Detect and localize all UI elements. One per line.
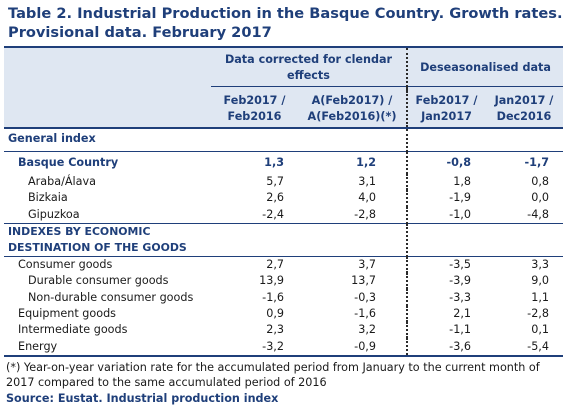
section-row-general: General index [4, 128, 563, 152]
cell-value: 2,6 [266, 191, 284, 205]
empty-cell [211, 128, 298, 152]
table-row: Araba/Álava 5,7 3,1 1,8 0,8 [4, 174, 563, 191]
row-label: Equipment goods [18, 306, 117, 320]
col-header-accumulated: A(Feb2017) / A(Feb2016)(*) [298, 91, 407, 129]
cell-value: 2,7 [266, 258, 284, 272]
col3-text: Feb2017 / Jan2017 [415, 94, 478, 123]
row-label: Energy [4, 338, 211, 357]
table-row: Non-durable consumer goods -1,6 -0,3 -3,… [4, 289, 563, 306]
row-label: Gipuzkoa [4, 206, 211, 224]
cell-value: 0,8 [531, 175, 549, 189]
cell-value: 5,7 [266, 175, 284, 189]
table-row: Durable consumer goods 13,9 13,7 -3,9 9,… [4, 273, 563, 290]
header-corner [4, 46, 211, 91]
footnote: (*) Year-on-year variation rate for the … [6, 361, 540, 389]
cell-value: -3,2 [211, 338, 298, 357]
cell-value: 2,1 [406, 305, 485, 323]
cell-value: -0,8 [406, 151, 485, 174]
empty-cell [211, 223, 298, 257]
cell-value: 3,1 [358, 175, 376, 189]
cell-value: 13,9 [259, 274, 284, 288]
table-row: Gipuzkoa -2,4 -2,8 -1,0 -4,8 [4, 206, 563, 224]
cell-value: 3,2 [358, 323, 376, 337]
cell-value: -0,9 [298, 338, 407, 357]
col-header-feb2017-feb2016: Feb2017 / Feb2016 [211, 91, 298, 129]
table-row: Equipment goods 0,9 -1,6 2,1 -2,8 [4, 305, 563, 323]
cell-value: 9,0 [531, 274, 549, 288]
row-label: Non-durable consumer goods [28, 290, 194, 304]
cell-value: 3,7 [358, 258, 376, 272]
cell-value: -1,0 [406, 206, 485, 224]
cell-value: 0,9 [266, 306, 284, 320]
empty-cell [485, 128, 563, 152]
row-label: Consumer goods [18, 258, 113, 272]
cell-value: -0,3 [354, 290, 376, 304]
col4-text: Jan2017 / Dec2016 [494, 94, 554, 123]
row-label: Durable consumer goods [28, 274, 169, 288]
empty-cell [406, 128, 485, 152]
cell-value: -2,8 [298, 206, 407, 224]
table-row: Consumer goods 2,7 3,7 -3,5 3,3 [4, 256, 563, 274]
header-group-row: Data corrected for clendar effects Desea… [4, 46, 563, 91]
cell-value: -3,3 [406, 289, 485, 306]
cell-value: 4,0 [358, 191, 376, 205]
section-general-index: General index [4, 128, 211, 152]
cell-value: 1,2 [356, 156, 376, 169]
table-row: Energy -3,2 -0,9 -3,6 -5,4 [4, 338, 563, 357]
cell-value: 1,8 [406, 174, 485, 191]
cell-value: -4,8 [485, 206, 563, 224]
section-row-destination: INDEXES BY ECONOMIC DESTINATION OF THE G… [4, 223, 563, 257]
cell-value: 3,3 [531, 258, 549, 272]
cell-value: -1,7 [524, 156, 549, 169]
cell-value: 1,3 [264, 156, 284, 169]
cell-value: -1,9 [406, 190, 485, 207]
row-label: Bizkaia [28, 191, 68, 205]
empty-cell [406, 223, 485, 257]
group-header-calendar: Data corrected for clendar effects [211, 46, 407, 87]
cell-value: -1,6 [262, 290, 284, 304]
cell-value: -5,4 [485, 338, 563, 357]
cell-value: -1,1 [406, 322, 485, 339]
empty-cell [298, 223, 407, 257]
cell-value: -3,5 [406, 256, 485, 274]
header-spacer-2 [406, 86, 563, 91]
cell-value: -3,6 [406, 338, 485, 357]
cell-value: 1,1 [531, 290, 549, 304]
cell-value: -1,6 [354, 306, 376, 320]
header-spacer [211, 86, 407, 91]
cell-value: 0,1 [531, 323, 549, 337]
source-note: Source: Eustat. Industrial production in… [6, 392, 279, 405]
row-label: Basque Country [18, 156, 119, 169]
group-header-deseasonalised: Deseasonalised data [406, 46, 563, 87]
col1-text: Feb2017 / Feb2016 [223, 94, 286, 123]
row-label: Araba/Álava [28, 175, 96, 189]
header-column-row: Feb2017 / Feb2016 A(Feb2017) / A(Feb2016… [4, 91, 563, 129]
table-title: Table 2. Industrial Production in the Ba… [8, 5, 563, 41]
table-row: Intermediate goods 2,3 3,2 -1,1 0,1 [4, 322, 563, 339]
table-row: Bizkaia 2,6 4,0 -1,9 0,0 [4, 190, 563, 207]
table-row: Basque Country 1,3 1,2 -0,8 -1,7 [4, 151, 563, 174]
cell-value: 2,3 [266, 323, 284, 337]
growth-rates-table: Data corrected for clendar effects Desea… [4, 46, 563, 357]
cell-value: -3,9 [406, 273, 485, 290]
cell-value: 13,7 [351, 274, 376, 288]
row-label: Intermediate goods [18, 323, 128, 337]
col2-text: A(Feb2017) / A(Feb2016)(*) [307, 94, 397, 123]
header-blank [4, 91, 211, 129]
header-spacer-row [4, 86, 563, 91]
cell-value: -2,4 [211, 206, 298, 224]
col-header-jan2017-dec2016: Jan2017 / Dec2016 [485, 91, 563, 129]
cell-value: -2,8 [527, 306, 549, 320]
cell-value: 0,0 [531, 191, 549, 205]
empty-cell [485, 223, 563, 257]
section-destination: INDEXES BY ECONOMIC DESTINATION OF THE G… [4, 223, 211, 257]
col-header-feb2017-jan2017: Feb2017 / Jan2017 [406, 91, 485, 129]
empty-cell [298, 128, 407, 152]
